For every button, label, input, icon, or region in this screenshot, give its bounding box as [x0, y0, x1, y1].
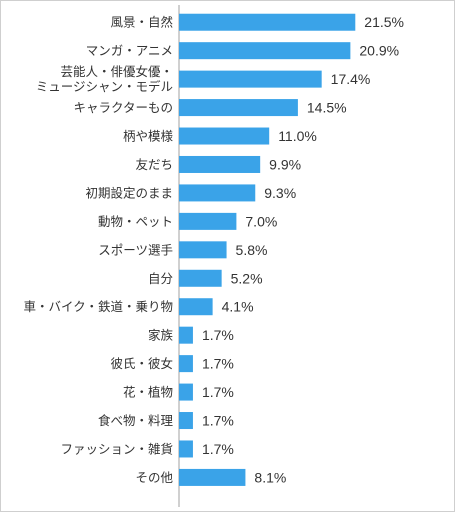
value-label: 1.7%: [202, 384, 234, 400]
bar: [179, 269, 222, 287]
bar: [179, 99, 298, 117]
category-label: キャラクターもの: [73, 100, 173, 115]
category-label: 食べ物・料理: [98, 413, 174, 428]
bar: [179, 184, 256, 202]
bar: [179, 212, 237, 230]
value-label-group: 21.5% 20.9% 17.4% 14.5% 11.0% 9.9% 9.3% 7.0% 5.8…: [202, 14, 404, 485]
value-label: 8.1%: [254, 469, 286, 485]
category-label: ファッション・雑貨: [60, 441, 173, 456]
bar: [179, 42, 351, 60]
value-label: 20.9%: [359, 43, 399, 59]
value-label: 11.0%: [278, 128, 317, 144]
value-label: 9.3%: [264, 185, 296, 201]
category-label: 動物・ペット: [98, 214, 173, 229]
value-label: 1.7%: [202, 327, 234, 343]
bar: [179, 355, 193, 373]
category-label: 車・バイク・鉄道・乗り物: [23, 299, 173, 314]
value-label: 21.5%: [364, 14, 404, 30]
category-label: 初期設定のまま: [85, 185, 173, 200]
value-label: 4.1%: [222, 299, 254, 315]
category-label: 友だち: [135, 157, 173, 172]
category-label: 家族: [148, 328, 174, 343]
bar: [179, 412, 193, 430]
category-label: 花・植物: [123, 385, 173, 400]
category-label: 風景・自然: [110, 15, 173, 30]
value-label: 14.5%: [307, 100, 347, 116]
value-label: 7.0%: [245, 213, 277, 229]
bar: [179, 127, 270, 145]
bar: [179, 241, 227, 259]
value-label: 5.2%: [231, 270, 263, 286]
category-label: マンガ・アニメ: [86, 43, 173, 58]
bar-group: [179, 13, 356, 486]
bar: [179, 326, 193, 344]
value-label: 1.7%: [202, 413, 234, 429]
value-label: 9.9%: [269, 156, 301, 172]
bar: [179, 70, 322, 88]
bar: [179, 383, 193, 401]
category-label: 自分: [148, 271, 173, 286]
bar: [179, 13, 356, 31]
value-label: 17.4%: [331, 71, 371, 87]
category-label: 芸能人・俳優女優・ミュージシャン・モデル: [36, 64, 173, 94]
bar: [179, 155, 261, 173]
category-label: 彼氏・彼女: [110, 356, 173, 371]
bar: [179, 298, 213, 316]
value-label: 1.7%: [202, 356, 234, 372]
category-label: 柄や模様: [123, 129, 174, 144]
bar: [179, 440, 193, 458]
category-label-group: 風景・自然マンガ・アニメ芸能人・俳優女優・ミュージシャン・モデルキャラクターもの…: [23, 15, 173, 485]
category-label: スポーツ選手: [98, 242, 173, 257]
category-label: その他: [135, 470, 173, 485]
value-label: 5.8%: [236, 242, 268, 258]
value-label: 1.7%: [202, 441, 234, 457]
bar: [179, 468, 246, 486]
